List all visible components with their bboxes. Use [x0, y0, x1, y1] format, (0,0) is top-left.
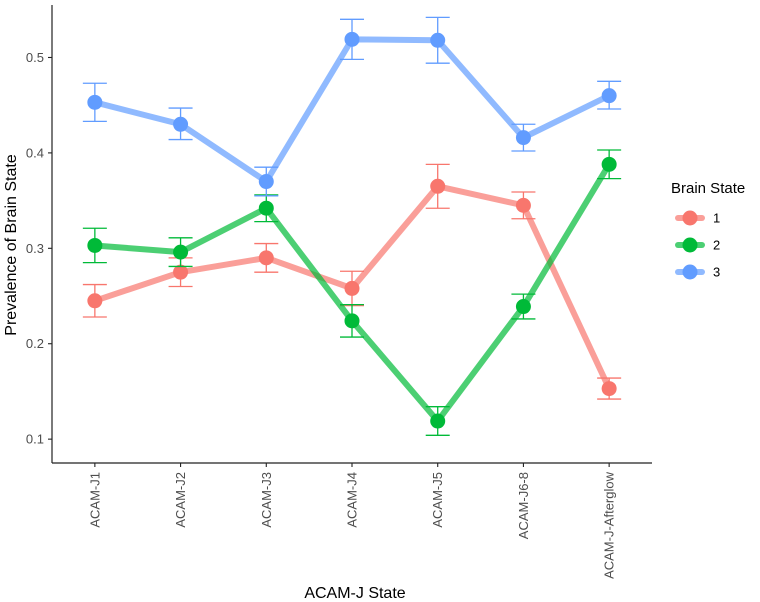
x-axis-title: ACAM-J State [304, 585, 405, 602]
y-tick-label: 0.2 [26, 336, 44, 351]
series-3 [82, 16, 622, 197]
data-point [87, 293, 103, 309]
x-tick-label: ACAM-J2 [173, 472, 188, 528]
x-tick-label: ACAM-J3 [259, 472, 274, 528]
series-3-line [91, 36, 613, 185]
y-axis-ticks: 0.1 0.2 0.3 0.4 0.5 [26, 50, 52, 447]
legend-label: 1 [713, 211, 720, 226]
legend-item-1: 1 [675, 210, 720, 226]
data-point [173, 244, 189, 260]
x-tick-label: ACAM-J-Afterglow [602, 471, 617, 579]
y-tick-label: 0.4 [26, 145, 44, 160]
data-point [258, 200, 274, 216]
legend-label: 3 [713, 265, 720, 280]
data-point [515, 130, 531, 146]
data-point [430, 413, 446, 429]
x-tick-label: ACAM-J5 [430, 472, 445, 528]
y-tick-label: 0.3 [26, 241, 44, 256]
y-axis-title: Prevalence of Brain State [3, 154, 20, 336]
legend-key-point [682, 264, 698, 280]
y-tick-label: 0.1 [26, 432, 44, 447]
x-tick-label: ACAM-J1 [87, 472, 102, 528]
legend-key-point [682, 210, 698, 226]
legend: Brain State 1 2 3 [671, 180, 745, 280]
data-point [601, 381, 617, 397]
data-point [344, 313, 360, 329]
legend-title: Brain State [671, 180, 745, 197]
data-point [430, 32, 446, 48]
legend-item-3: 3 [675, 264, 720, 280]
data-point [173, 264, 189, 280]
data-point [601, 88, 617, 104]
x-axis-ticks: ACAM-J1 ACAM-J2 ACAM-J3 ACAM-J4 ACAM-J5 ACAM-… [87, 463, 617, 579]
data-point [87, 94, 103, 110]
series-1 [82, 163, 622, 400]
y-tick-label: 0.5 [26, 50, 44, 65]
data-point [430, 178, 446, 194]
data-point [344, 31, 360, 47]
legend-key-point [682, 237, 698, 253]
data-point [515, 197, 531, 213]
legend-label: 2 [713, 238, 720, 253]
x-tick-label: ACAM-J4 [345, 472, 360, 528]
plot-area [82, 16, 622, 436]
legend-item-2: 2 [675, 237, 720, 253]
data-point [87, 237, 103, 253]
series-2 [82, 149, 622, 436]
x-tick-label: ACAM-J6-8 [516, 472, 531, 539]
data-point [258, 250, 274, 266]
data-point [344, 280, 360, 296]
data-point [258, 174, 274, 190]
data-point [601, 156, 617, 172]
data-point [515, 299, 531, 315]
data-point [173, 116, 189, 132]
